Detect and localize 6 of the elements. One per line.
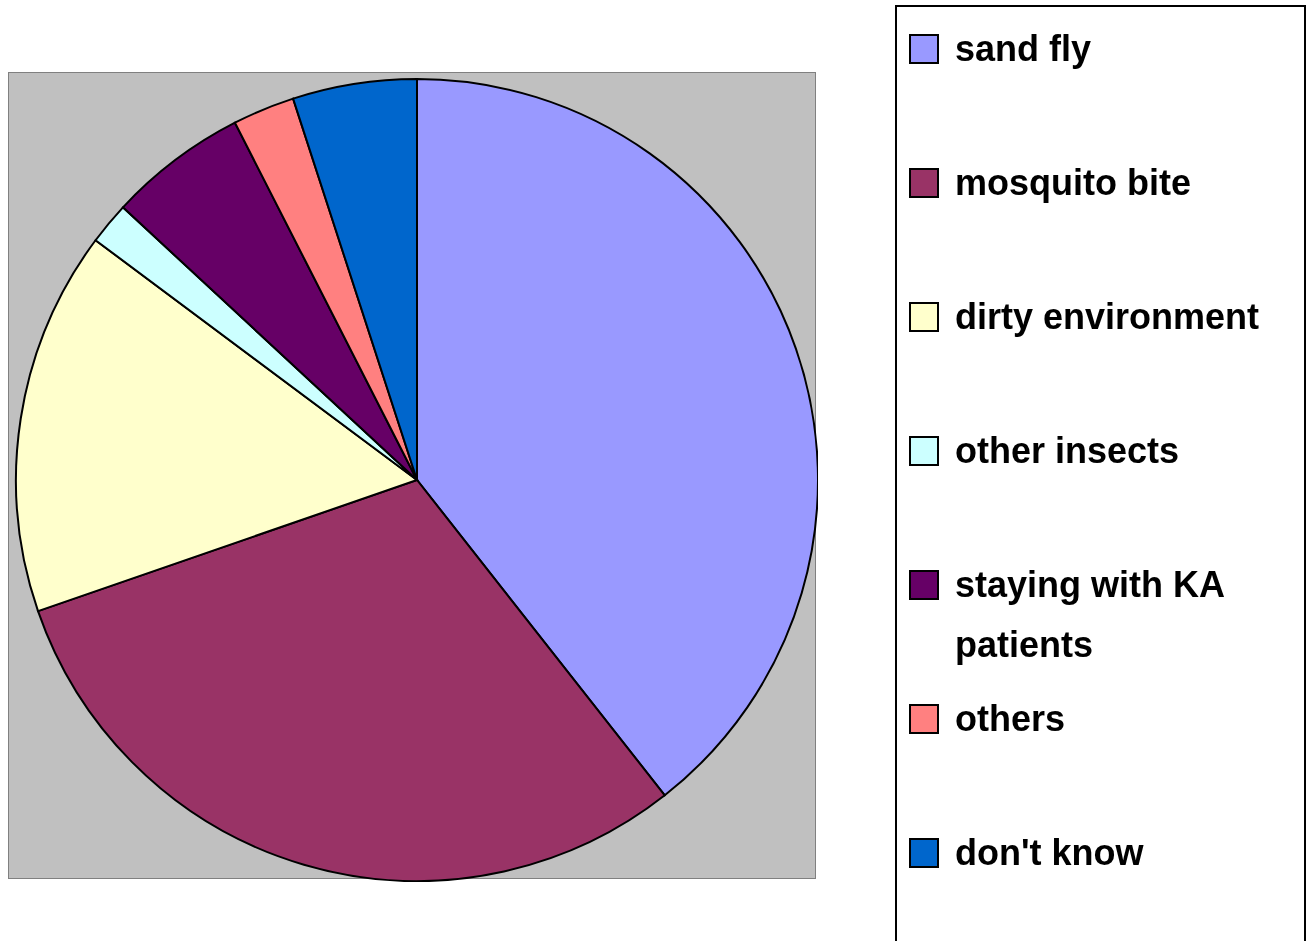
legend-label: don't know [955, 831, 1145, 875]
legend-label: sand fly [955, 27, 1093, 71]
legend-label: other insects [955, 429, 1181, 473]
legend-label: mosquito bite [955, 161, 1192, 205]
legend-label: dirty environment [955, 295, 1261, 339]
legend-label: others [955, 697, 1067, 741]
